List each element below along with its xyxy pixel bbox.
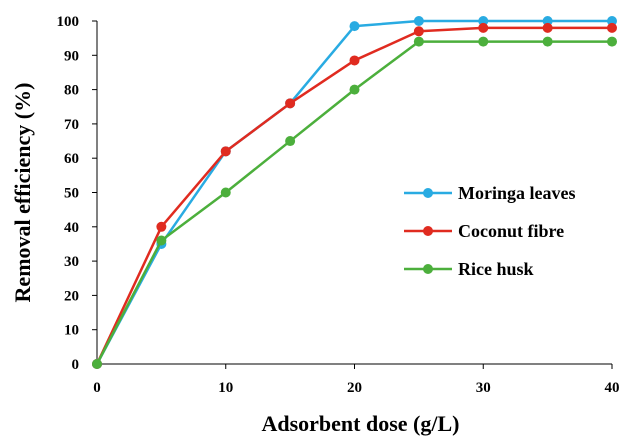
- y-tick-label: 50: [64, 186, 79, 202]
- data-point: [478, 16, 489, 26]
- series-layer: [92, 16, 617, 369]
- data-point: [542, 36, 553, 47]
- x-tick-label: 30: [476, 380, 491, 396]
- y-tick-label: 10: [64, 323, 79, 339]
- data-point: [542, 22, 553, 33]
- data-point: [349, 21, 360, 32]
- x-tick-label: 0: [93, 380, 101, 396]
- y-axis-ticks: 0 10 20 30 40 50 60 70 80 90 100: [57, 14, 97, 373]
- legend-item: Moringa leaves: [404, 183, 575, 203]
- y-tick-label: 90: [64, 48, 79, 64]
- y-tick-label: 70: [64, 117, 79, 133]
- data-point: [607, 36, 617, 47]
- data-point: [607, 16, 617, 26]
- data-point: [156, 235, 167, 246]
- x-axis-ticks: 0 10 20 30 40: [93, 364, 620, 396]
- y-tick-label: 80: [64, 83, 79, 99]
- legend-item: Rice husk: [404, 259, 534, 279]
- legend: Moringa leaves Coconut fibre Rice husk: [404, 183, 575, 279]
- y-tick-label: 30: [64, 254, 79, 270]
- y-axis-title: Removal efficiency (%): [10, 83, 35, 303]
- data-point: [220, 146, 231, 157]
- y-tick-label: 0: [72, 357, 80, 373]
- data-point: [92, 359, 102, 369]
- data-point: [413, 26, 424, 37]
- data-point: [156, 221, 167, 232]
- y-tick-label: 60: [64, 151, 79, 167]
- y-tick-label: 100: [57, 14, 80, 30]
- data-point: [478, 36, 489, 47]
- series-rice-husk: [92, 36, 617, 369]
- series-coconut-fibre: [92, 22, 617, 369]
- data-point: [413, 16, 424, 26]
- x-tick-label: 40: [605, 380, 620, 396]
- legend-item: Coconut fibre: [404, 221, 564, 241]
- x-tick-label: 20: [347, 380, 362, 396]
- legend-swatch-marker: [423, 188, 433, 198]
- y-tick-label: 20: [64, 288, 79, 304]
- legend-label: Moringa leaves: [458, 183, 575, 203]
- data-point: [413, 36, 424, 47]
- legend-swatch-marker: [423, 226, 433, 236]
- legend-label: Rice husk: [458, 259, 534, 279]
- data-point: [542, 16, 553, 26]
- data-point: [349, 84, 360, 95]
- x-axis-title: Adsorbent dose (g/L): [261, 411, 459, 436]
- x-tick-label: 10: [218, 380, 233, 396]
- legend-swatch-marker: [423, 264, 433, 274]
- data-point: [220, 187, 231, 198]
- legend-label: Coconut fibre: [458, 221, 564, 241]
- data-point: [607, 22, 617, 33]
- data-point: [349, 55, 360, 66]
- data-point: [285, 98, 296, 109]
- data-point: [478, 22, 489, 33]
- y-tick-label: 40: [64, 220, 79, 236]
- data-point: [285, 136, 296, 147]
